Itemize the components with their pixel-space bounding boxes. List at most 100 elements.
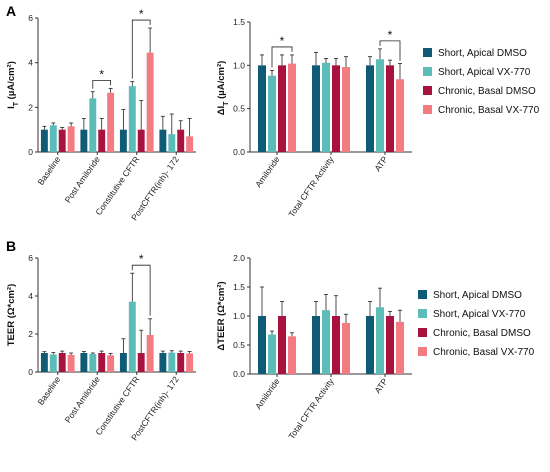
significance-bracket <box>131 19 151 79</box>
y-tick-label: 1.5 <box>233 282 245 292</box>
x-tick-label: ATP <box>372 376 390 395</box>
bar <box>137 129 145 152</box>
bar <box>177 353 185 372</box>
y-tick-label: 0.0 <box>233 369 245 379</box>
bar <box>67 354 75 372</box>
significance-bracket <box>131 264 151 316</box>
legend-label: Chronic, Basal VX-770 <box>433 347 535 358</box>
bar <box>80 129 88 152</box>
legend-swatch <box>418 328 427 337</box>
bar <box>288 336 296 374</box>
bar <box>376 307 384 374</box>
bar <box>119 353 127 372</box>
y-tick-label: 1.5 <box>233 17 245 27</box>
bar <box>58 353 66 372</box>
y-tick-label: 6 <box>28 253 33 263</box>
significance-label: * <box>139 7 144 21</box>
x-tick-label: Total CFTR Activity <box>286 154 336 219</box>
y-axis-label: IT (µA/cm²) <box>6 61 20 109</box>
bar <box>159 353 167 372</box>
x-tick-label: Constitutive CFTR <box>93 374 141 437</box>
y-tick-label: 1.0 <box>233 311 245 321</box>
bar <box>376 59 384 153</box>
y-tick-label: 2 <box>28 329 33 339</box>
bar <box>258 65 266 152</box>
bar <box>128 86 136 152</box>
bar <box>396 79 404 152</box>
legend-swatch <box>423 105 432 114</box>
x-tick-label: Constitutive CFTR <box>93 154 141 217</box>
bar <box>137 353 145 372</box>
bar <box>278 316 286 374</box>
bar <box>366 65 374 152</box>
bar <box>312 316 320 374</box>
legend-label: Short, Apical DMSO <box>433 290 522 301</box>
bar <box>98 353 106 372</box>
legend-swatch <box>423 67 432 76</box>
bar <box>258 316 266 374</box>
bar <box>58 129 66 152</box>
legend-swatch <box>418 309 427 318</box>
chart-a-left: 0 2 4 6 IT (µA/cm²) Baseline Post AmilorideCon… <box>6 7 196 222</box>
significance-label: * <box>99 67 104 81</box>
legend-label: Chronic, Basal DMSO <box>433 328 531 339</box>
legend-label: Short, Apical DMSO <box>438 48 527 59</box>
bar <box>168 352 176 372</box>
bar <box>159 129 167 152</box>
bar <box>312 65 320 152</box>
y-axis-label: ΔTEER (Ω*cm²) <box>216 281 227 350</box>
chart-a-right: 0.0 0.5 1.0 1.5 ΔIT (µA/cm²) Amiloride Total C… <box>216 17 412 219</box>
bar <box>366 316 374 374</box>
bar <box>49 125 57 152</box>
bar <box>268 334 276 374</box>
y-tick-label: 0.5 <box>233 104 245 114</box>
bar <box>146 52 154 152</box>
chart-b-right: 0.0 0.5 1.0 1.5 2.0 ΔTEER (Ω*cm²) Amiloride Tot… <box>216 253 412 441</box>
x-tick-label: Post Amiloride <box>63 154 103 204</box>
y-tick-label: 0.5 <box>233 340 245 350</box>
legend-swatch <box>418 347 427 356</box>
bar <box>396 321 404 374</box>
bar <box>332 316 340 374</box>
legend-swatch <box>423 48 432 57</box>
legend-a: Short, Apical DMSO Short, Apical VX-770 Ch… <box>423 48 540 116</box>
y-tick-label: 0 <box>28 367 33 377</box>
bar <box>80 353 88 372</box>
y-tick-label: 4 <box>28 291 33 301</box>
bar <box>89 98 97 152</box>
legend-swatch <box>418 290 427 299</box>
y-axis-label: TEER (Ω*cm²) <box>6 284 17 347</box>
bar <box>40 129 48 152</box>
bar <box>89 353 97 372</box>
significance-label: * <box>139 252 144 266</box>
legend-label: Short, Apical VX-770 <box>438 67 531 78</box>
bar <box>119 129 127 152</box>
bar <box>107 355 115 372</box>
y-tick-label: 1.0 <box>233 60 245 70</box>
x-tick-label: Amiloride <box>253 154 282 189</box>
legend-label: Chronic, Basal VX-770 <box>438 105 540 116</box>
bar <box>386 316 394 374</box>
significance-bracket <box>92 79 112 89</box>
bar <box>177 129 185 152</box>
y-tick-label: 0.0 <box>233 147 245 157</box>
y-tick-label: 0 <box>28 147 33 157</box>
bar <box>186 353 194 372</box>
panel-label-b: B <box>6 238 16 254</box>
legend-b: Short, Apical DMSO Short, Apical VX-770 Ch… <box>418 290 535 358</box>
bar <box>342 67 350 152</box>
x-tick-label: Amiloride <box>253 376 282 411</box>
bar <box>186 136 194 152</box>
x-tick-label: Total CFTR Activity <box>286 376 336 441</box>
y-tick-label: 2.0 <box>233 253 245 263</box>
y-tick-label: 2 <box>28 102 33 112</box>
significance-bracket <box>271 46 293 68</box>
y-tick-label: 4 <box>28 58 33 68</box>
bar <box>146 334 154 372</box>
bar <box>49 354 57 372</box>
legend-label: Short, Apical VX-770 <box>433 309 526 320</box>
bar <box>322 310 330 374</box>
bar <box>288 63 296 152</box>
legend-label: Chronic, Basal DMSO <box>438 86 536 97</box>
